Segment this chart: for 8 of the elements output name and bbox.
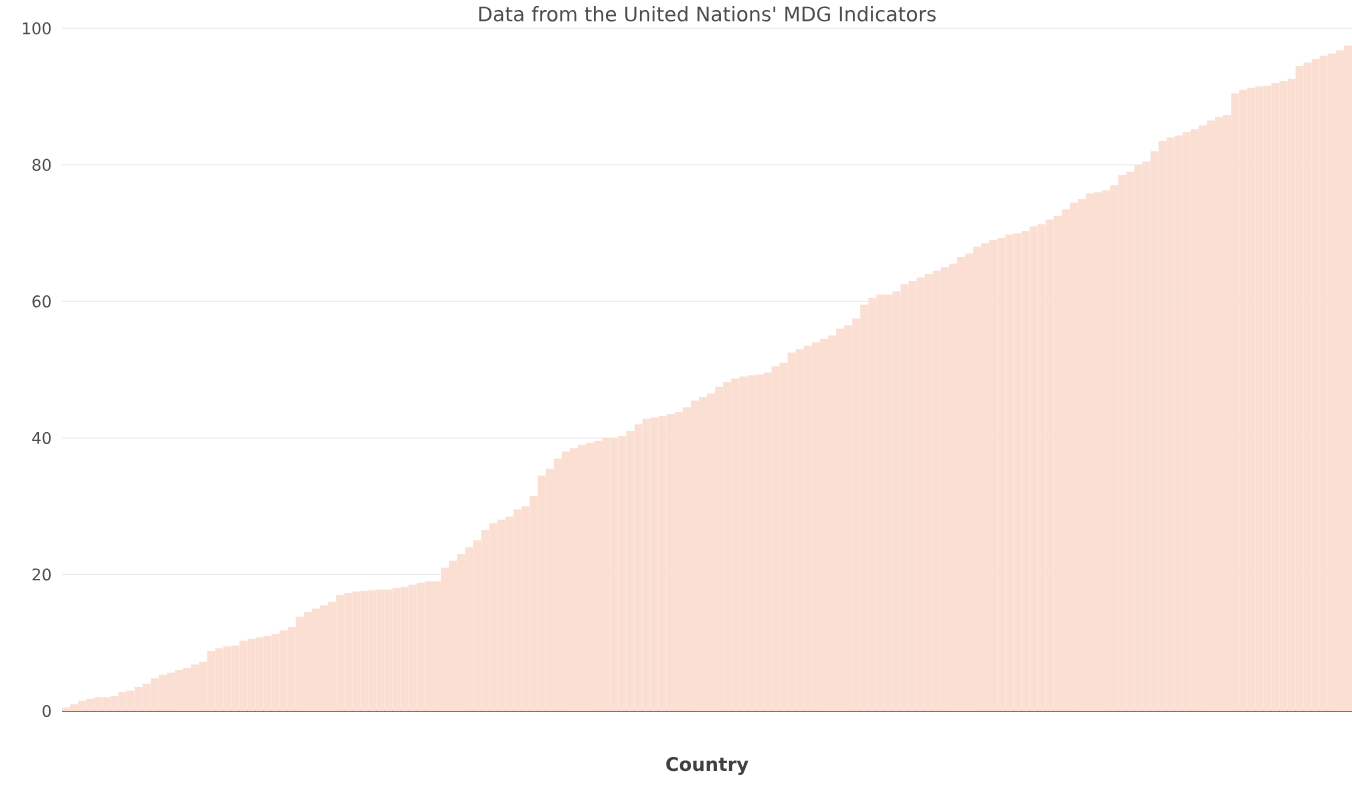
y-tick-label: 20	[32, 568, 51, 581]
y-tick-label: 40	[32, 431, 51, 444]
x-axis-title: Country	[666, 757, 749, 775]
chart-title: Data from the United Nations' MDG Indicators	[479, 6, 936, 22]
y-tick-label: 60	[32, 295, 51, 308]
y-tick-label: 80	[32, 158, 51, 171]
y-tick-label: 0	[42, 704, 51, 718]
y-tick-label: 100	[23, 22, 51, 35]
